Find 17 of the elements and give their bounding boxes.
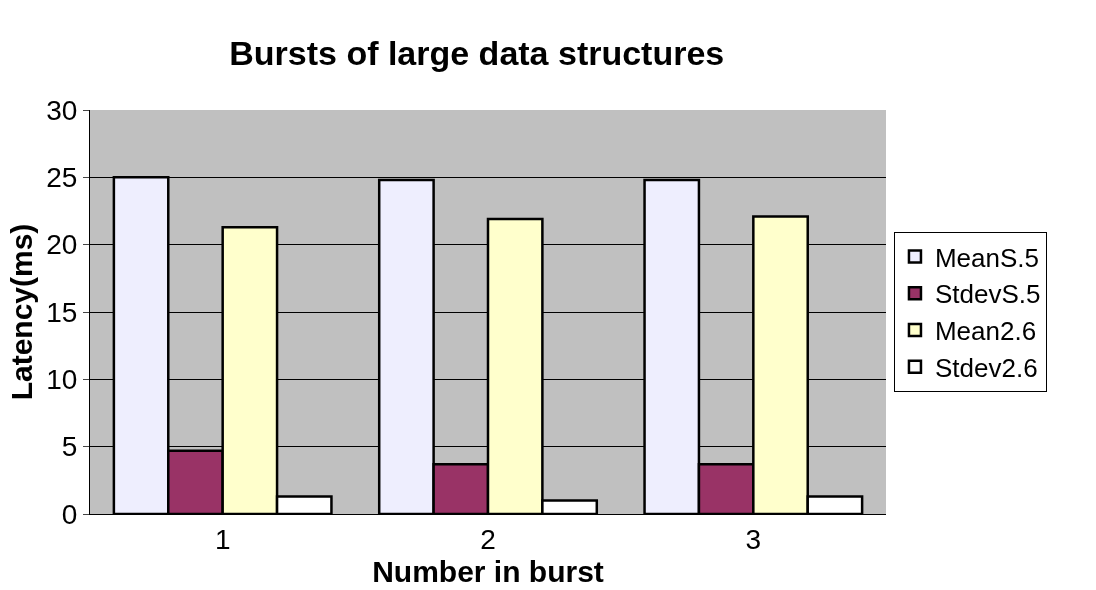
y-tick-label: 10 — [46, 364, 78, 396]
y-tick-label: 0 — [61, 498, 78, 530]
x-tick-label: 2 — [480, 523, 496, 555]
legend-label: Stdev2.6 — [934, 352, 1038, 383]
legend-label: MeanS.5 — [934, 242, 1040, 273]
y-tick-label: 20 — [46, 229, 78, 261]
y-tick-label: 5 — [61, 431, 78, 463]
x-tick-label: 3 — [745, 523, 762, 555]
x-tick-label: 1 — [214, 523, 231, 555]
y-tick-label: 15 — [46, 296, 78, 328]
y-tick-label: 30 — [46, 94, 78, 126]
legend-label: Mean2.6 — [934, 316, 1037, 347]
y-tick-label: 25 — [46, 162, 78, 194]
y-axis-title: Latency(ms) — [5, 223, 39, 401]
chart-title: Bursts of large data structures — [229, 34, 725, 73]
x-axis-title: Number in burst — [372, 554, 604, 588]
legend-label: StdevS.5 — [934, 279, 1041, 310]
